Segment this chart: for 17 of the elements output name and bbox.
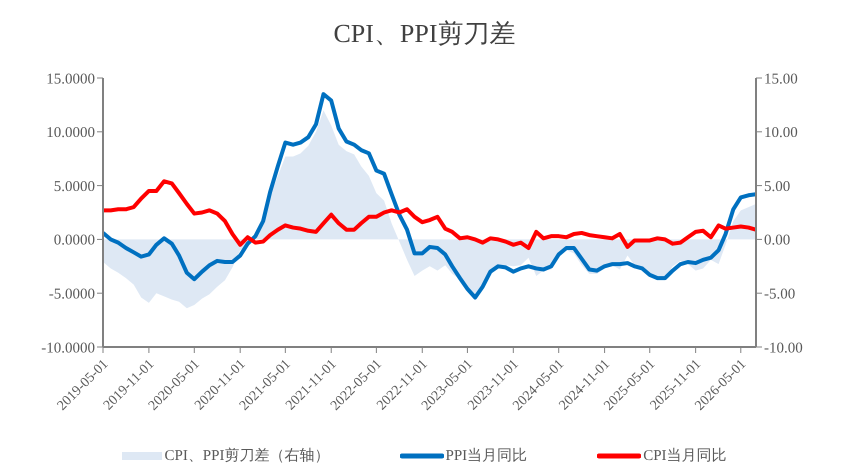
y2-tick-label: 15.00 <box>764 71 798 88</box>
y2-tick-label: 5.00 <box>764 178 790 195</box>
y2-tick-label: 10.00 <box>764 125 798 142</box>
y2-tick-label: 0.00 <box>764 232 790 249</box>
y-tick-label: -5.0000 <box>48 286 95 303</box>
y2-tick-label: -10.00 <box>764 340 803 356</box>
y-tick-label: -10.0000 <box>41 340 95 356</box>
y-tick-label: 10.0000 <box>46 125 95 142</box>
legend-label: PPI当月同比 <box>446 446 528 465</box>
legend-label: CPI、PPI剪刀差（右轴） <box>164 446 330 465</box>
chart-title: CPI、PPI剪刀差 <box>332 18 517 50</box>
line-series <box>103 179 756 250</box>
y-tick-label: 15.0000 <box>46 71 95 88</box>
legend-label: CPI当月同比 <box>643 446 727 465</box>
y2-tick-label: -5.00 <box>764 286 796 303</box>
y-tick-label: 5.0000 <box>54 178 95 195</box>
y-tick-label: 0.0000 <box>54 232 95 249</box>
